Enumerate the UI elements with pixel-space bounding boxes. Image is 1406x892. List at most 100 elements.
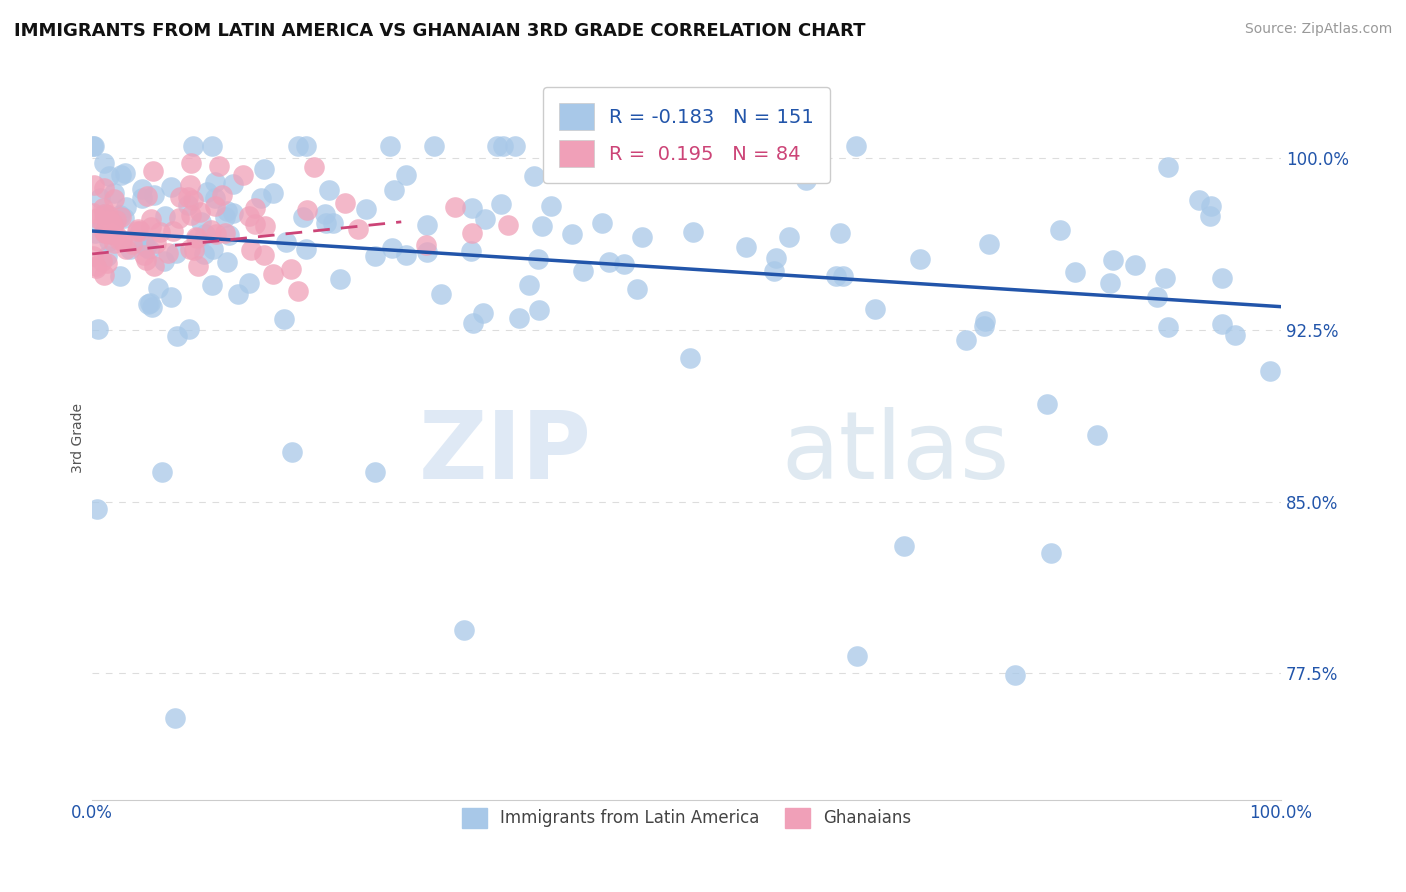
Point <box>86 502 108 516</box>
Point <box>98 234 121 248</box>
Point <box>762 264 785 278</box>
Point <box>1157 160 1180 174</box>
Point <box>159 180 181 194</box>
Point <box>273 312 295 326</box>
Text: ZIP: ZIP <box>419 407 592 499</box>
Point <box>93 207 115 221</box>
Point <box>243 201 266 215</box>
Point <box>217 204 239 219</box>
Text: IMMIGRANTS FROM LATIN AMERICA VS GHANAIAN 3RD GRADE CORRELATION CHART: IMMIGRANTS FROM LATIN AMERICA VS GHANAIA… <box>14 22 866 40</box>
Point <box>190 215 212 229</box>
Point <box>186 231 208 245</box>
Point <box>1101 253 1123 268</box>
Point <box>188 204 211 219</box>
Point <box>110 211 132 225</box>
Point <box>292 210 315 224</box>
Point <box>561 227 583 242</box>
Point <box>93 226 115 240</box>
Point <box>232 168 254 182</box>
Point <box>315 216 337 230</box>
Point <box>1154 271 1177 285</box>
Point <box>112 211 135 225</box>
Point <box>347 222 370 236</box>
Point <box>335 196 357 211</box>
Point <box>131 191 153 205</box>
Point <box>1049 223 1071 237</box>
Point <box>460 244 482 259</box>
Point <box>205 227 228 241</box>
Point <box>429 287 451 301</box>
Point <box>110 233 132 247</box>
Point <box>1099 276 1122 290</box>
Point <box>1036 397 1059 411</box>
Point <box>139 295 162 310</box>
Point <box>1211 270 1233 285</box>
Point <box>177 322 200 336</box>
Point <box>93 268 115 282</box>
Point <box>1063 264 1085 278</box>
Point <box>471 306 494 320</box>
Point <box>394 169 416 183</box>
Point <box>201 277 224 292</box>
Point <box>169 211 191 226</box>
Point <box>214 226 236 240</box>
Point <box>201 139 224 153</box>
Point <box>253 219 276 234</box>
Point <box>381 241 404 255</box>
Point <box>96 255 118 269</box>
Point <box>765 252 787 266</box>
Point <box>461 226 484 240</box>
Point <box>845 648 868 663</box>
Point <box>138 242 160 256</box>
Point <box>294 139 316 153</box>
Point <box>195 186 218 200</box>
Point <box>382 183 405 197</box>
Point <box>378 139 401 153</box>
Point <box>90 254 112 268</box>
Point <box>302 160 325 174</box>
Point <box>1085 428 1108 442</box>
Point <box>136 296 159 310</box>
Point <box>141 219 163 234</box>
Point <box>127 222 149 236</box>
Point <box>626 282 648 296</box>
Point <box>825 268 848 283</box>
Point <box>93 216 115 230</box>
Point <box>613 257 636 271</box>
Point <box>734 240 756 254</box>
Point <box>193 247 215 261</box>
Point <box>281 445 304 459</box>
Point <box>492 139 515 153</box>
Point <box>228 287 250 301</box>
Point <box>101 216 124 230</box>
Point <box>103 192 125 206</box>
Point <box>143 259 166 273</box>
Point <box>110 168 132 182</box>
Point <box>103 236 125 251</box>
Point <box>108 208 131 222</box>
Point <box>94 227 117 241</box>
Point <box>115 200 138 214</box>
Point <box>150 465 173 479</box>
Y-axis label: 3rd Grade: 3rd Grade <box>72 403 86 474</box>
Point <box>165 246 187 260</box>
Point <box>166 328 188 343</box>
Point <box>730 148 752 162</box>
Point <box>1004 668 1026 682</box>
Point <box>395 248 418 262</box>
Point <box>107 233 129 247</box>
Point <box>363 249 385 263</box>
Point <box>94 207 117 221</box>
Point <box>280 262 302 277</box>
Point <box>125 224 148 238</box>
Point <box>115 242 138 256</box>
Point <box>181 193 204 207</box>
Point <box>146 281 169 295</box>
Point <box>200 223 222 237</box>
Point <box>955 333 977 347</box>
Point <box>139 212 162 227</box>
Point <box>503 139 526 153</box>
Point <box>630 230 652 244</box>
Point <box>1223 327 1246 342</box>
Point <box>322 216 344 230</box>
